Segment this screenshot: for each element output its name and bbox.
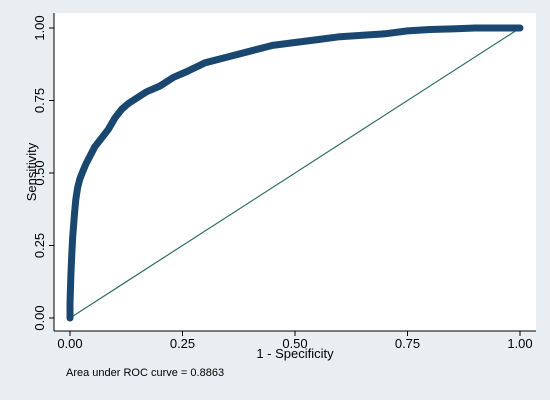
y-tick-label: 0.25: [32, 233, 47, 258]
reference-line: [69, 27, 521, 319]
y-tick-label: 1.00: [32, 15, 47, 40]
x-tick-label: 0.75: [395, 336, 420, 351]
roc-curve: [66, 24, 524, 322]
y-tick-label: 0.75: [32, 88, 47, 113]
x-tick-label: 0.25: [170, 336, 195, 351]
plot-area: [54, 13, 536, 331]
y-tick-label: 0.00: [32, 305, 47, 330]
auc-note: Area under ROC curve = 0.8863: [66, 367, 224, 379]
x-axis-title: 1 - Specificity: [256, 346, 334, 361]
x-tick-label: 0.50: [282, 336, 307, 351]
x-tick-label: 0.00: [57, 336, 82, 351]
x-tick-label: 1.00: [507, 336, 532, 351]
y-axis-title: Sensitivity: [24, 142, 39, 201]
y-tick-label: 0.50: [32, 160, 47, 185]
